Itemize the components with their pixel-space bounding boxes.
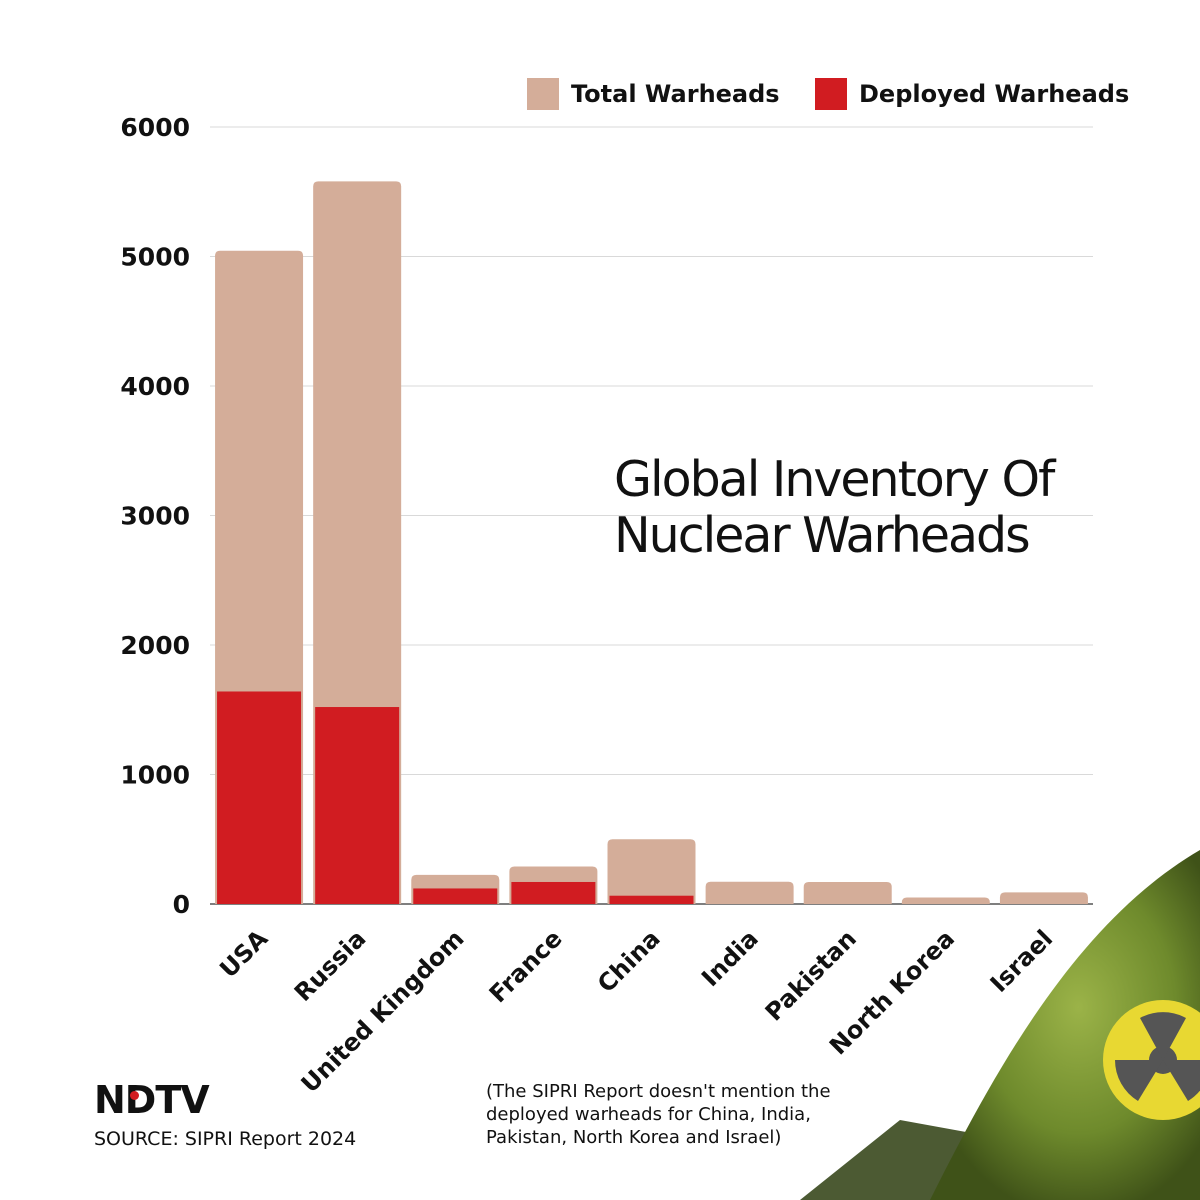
bar-deployed — [511, 881, 596, 904]
y-tick-label: 2000 — [120, 631, 190, 660]
logo-dot — [130, 1091, 139, 1100]
bar-deployed — [315, 707, 400, 904]
legend-item-deployed: Deployed Warheads — [815, 78, 1129, 110]
y-tick-label: 3000 — [120, 502, 190, 531]
source-text: SOURCE: SIPRI Report 2024 — [94, 1128, 357, 1150]
footnote: (The SIPRI Report doesn't mention the de… — [486, 1081, 831, 1148]
y-tick-label: 0 — [173, 890, 190, 919]
legend-item-total: Total Warheads — [527, 78, 780, 110]
bar-total — [607, 839, 696, 904]
bar-deployed — [413, 888, 498, 904]
y-tick-label: 4000 — [120, 372, 190, 401]
chart-title: Global Inventory Of Nuclear Warheads — [614, 451, 1055, 564]
legend-swatch-deployed — [815, 78, 847, 110]
bar-total — [705, 881, 794, 904]
bar-total — [999, 892, 1088, 904]
y-tick-label: 5000 — [120, 243, 190, 272]
legend-swatch-total — [527, 78, 559, 110]
bar-total — [901, 897, 990, 904]
bar-total — [803, 881, 892, 904]
chart-title-line-2: Nuclear Warheads — [614, 507, 1031, 564]
chart-title-line-1: Global Inventory Of — [614, 451, 1055, 508]
bar-deployed — [217, 691, 302, 904]
y-tick-label: 6000 — [120, 113, 190, 142]
y-tick-label: 1000 — [120, 761, 190, 790]
legend-label-total: Total Warheads — [571, 80, 780, 108]
legend-label-deployed: Deployed Warheads — [859, 80, 1130, 108]
bar-deployed — [609, 895, 694, 904]
ndtv-logo: NDTV — [94, 1078, 210, 1122]
